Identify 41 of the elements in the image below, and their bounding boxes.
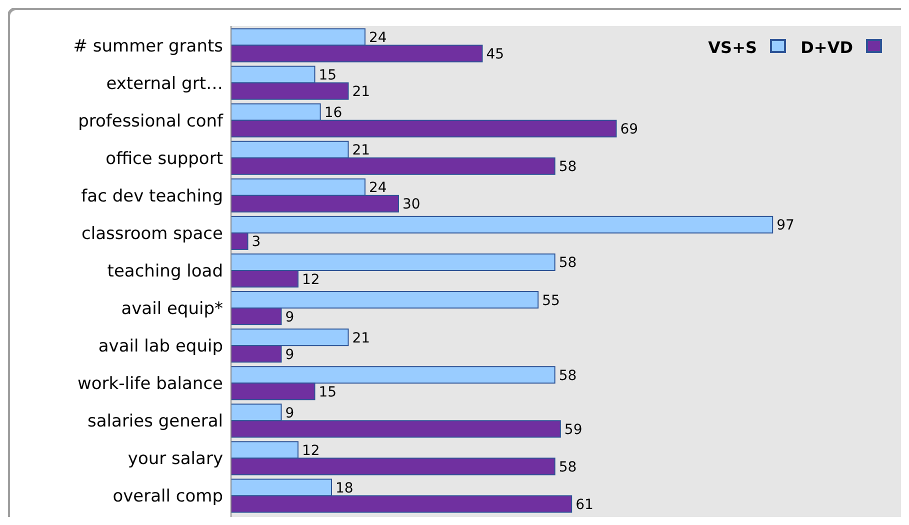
data-label: 24 — [369, 180, 387, 196]
legend-label: VS+S — [708, 38, 757, 57]
data-label: 58 — [558, 368, 577, 384]
data-label: 21 — [352, 330, 370, 346]
y-tick-label: salaries general — [88, 412, 223, 432]
data-label: 9 — [285, 405, 294, 422]
y-tick-label: teaching load — [107, 262, 223, 282]
data-label: 59 — [564, 422, 582, 438]
data-label: 55 — [542, 292, 560, 309]
data-label: 12 — [302, 442, 320, 459]
data-label: 16 — [324, 105, 342, 122]
data-label: 97 — [776, 218, 794, 234]
data-label: 58 — [558, 459, 577, 476]
data-label: 15 — [318, 384, 337, 400]
y-tick-label: # summer grants — [73, 36, 224, 56]
data-label: 24 — [369, 30, 387, 46]
data-label: 21 — [352, 142, 370, 159]
data-label: 21 — [352, 84, 370, 100]
y-tick-label: external grt… — [106, 74, 223, 94]
data-label: 30 — [402, 196, 420, 213]
y-tick-label: work-life balance — [78, 374, 223, 394]
y-tick-label: classroom space — [82, 224, 223, 244]
y-tick-label: professional conf — [78, 111, 224, 132]
data-label: 58 — [558, 159, 577, 176]
y-tick-label: fac dev teaching — [81, 186, 223, 206]
y-tick-label: avail equip* — [121, 299, 223, 320]
data-label: 9 — [285, 346, 294, 363]
y-tick-label: your salary — [128, 449, 223, 470]
y-tick-label: office support — [106, 148, 224, 169]
y-tick-label: overall comp — [112, 486, 223, 507]
data-label: 45 — [486, 46, 504, 63]
y-tick-label: avail lab equip — [98, 336, 223, 357]
legend-label: D+VD — [800, 38, 853, 57]
data-label: 12 — [302, 272, 320, 288]
data-label: 18 — [336, 480, 354, 496]
data-label: 58 — [558, 255, 577, 272]
data-label: 3 — [252, 234, 261, 250]
data-label: 9 — [285, 309, 294, 326]
data-label: 15 — [318, 68, 337, 84]
data-label: 69 — [620, 122, 638, 138]
data-label: 61 — [576, 496, 594, 513]
